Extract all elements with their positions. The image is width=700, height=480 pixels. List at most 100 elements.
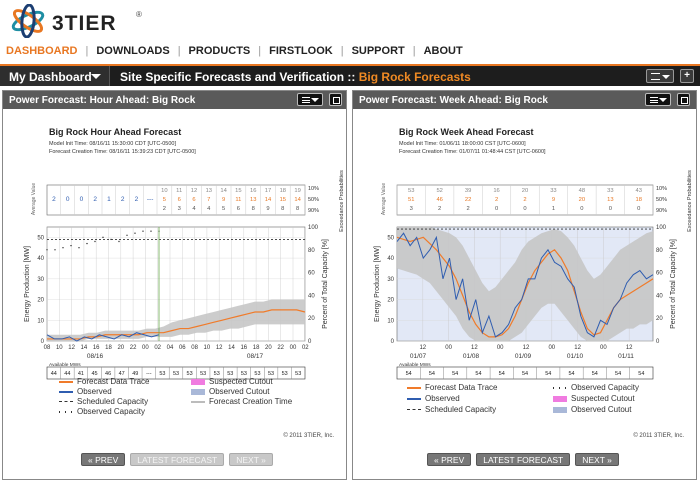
available-mw-cell: 54 [452,371,458,377]
legend-suspected: Suspected Cutout [553,394,635,403]
legend-forecast: Forecast Data Trace [407,383,497,392]
y2-axis-label: Percent of Total Capacity [%] [670,239,677,329]
forecast-table-cell: 16 [493,188,499,194]
prev-button[interactable]: « PREV [81,453,126,466]
brand-logo[interactable]: 3TIER ® [8,4,148,38]
available-mw-cell: 44 [51,371,57,377]
legend-forecast-label: Forecast Data Trace [77,377,150,386]
x-tick-label: 20 [265,345,272,351]
main-nav: DASHBOARD | DOWNLOADS | PRODUCTS | FIRSTLOOK | S… [6,44,463,58]
legend-creation-time: Forecast Creation Time [191,397,292,406]
legend-obs-capacity-label: Observed Capacity [571,383,640,392]
forecast-table-cell: 14 [220,188,227,194]
obs-cutout-swatch [553,406,567,413]
legend-scheduled-label: Scheduled Capacity [77,397,149,406]
logo-mark-icon [11,4,45,38]
forecast-table-cell: 16 [250,188,256,194]
panel-menu-button[interactable] [645,93,671,106]
toolbar-menu-button[interactable] [646,69,674,83]
forecast-swatch [59,380,73,383]
legend-observed-label: Observed [425,394,460,403]
average-value-cell: 2 [121,196,125,203]
y2-tick-label: 60 [656,271,663,277]
available-mw-frame [396,366,654,380]
forecast-table-cell: 8 [296,206,299,212]
chevron-down-icon [91,74,101,79]
fullscreen-button[interactable] [677,93,690,106]
forecast-creation-time: Forecast Creation Time: 01/07/11 01:48:4… [399,149,546,155]
legend-suspected-label: Suspected Cutout [209,377,273,386]
panel-menu-button[interactable] [297,93,323,106]
x-date-label: 01/08 [463,353,480,360]
legend-obs-cutout: Observed Cutout [191,387,269,396]
forecast-table-cell: 53 [408,188,414,194]
average-value-cell: --- [147,196,154,203]
available-mw-cell: 53 [187,371,193,377]
panel-week-ahead: Power Forecast: Week Ahead: Big Rock Big… [352,90,697,480]
forecast-table-cell: 48 [579,188,585,194]
y-tick-label: 20 [387,298,394,304]
x-tick-label: 22 [130,345,137,351]
observed-capacity-point [70,244,72,247]
legend-observed: Observed [407,394,460,403]
prev-button[interactable]: « PREV [427,453,472,466]
forecast-table-cell: 13 [250,197,256,203]
y2-tick-label: 40 [656,293,663,299]
model-init-time: Model Init Time: 01/06/11 18:00:00 CST [… [399,141,526,147]
forecast-table-cell: 6 [178,197,181,203]
forecast-table-cell: 7 [207,197,210,203]
average-value-cell: 2 [93,196,97,203]
creation-time-swatch [191,400,205,403]
y-tick-label: 10 [37,318,44,324]
nav-item-about[interactable]: ABOUT [423,45,463,57]
forecast-table-cell: 8 [252,206,255,212]
nav-item-firstlook[interactable]: FIRSTLOOK [269,45,333,57]
exceedance-tick-label: 50% [308,197,319,203]
average-value-cell: 2 [52,196,56,203]
forecast-table-cell: 2 [495,197,498,203]
nav-item-products[interactable]: PRODUCTS [188,45,251,57]
x-tick-label: 14 [81,345,88,351]
scheduled-swatch [407,409,421,411]
forecast-table-cell: 52 [436,188,442,194]
latest-forecast-button[interactable]: LATEST FORECAST [476,453,571,466]
available-mw-cell: 54 [522,371,528,377]
nav-item-dashboard[interactable]: DASHBOARD [6,45,78,57]
panel-header: Power Forecast: Week Ahead: Big Rock [353,91,696,109]
available-mw-label: Available MWs [399,362,431,368]
x-tick-label: 12 [574,345,581,351]
x-tick-label: 18 [253,345,260,351]
forecast-table-cell: 4 [207,206,211,212]
fullscreen-button[interactable] [329,93,342,106]
latest-forecast-button[interactable]: LATEST FORECAST [130,453,225,466]
y2-tick-label: 40 [308,293,315,299]
obs-cutout-swatch [191,388,205,395]
forecast-table-cell: 11 [235,197,241,203]
next-button[interactable]: NEXT » [229,453,273,466]
average-value-label: Average Value [381,183,387,216]
available-mw-cell: 54 [568,371,574,377]
add-widget-button[interactable]: + [680,69,694,83]
next-button[interactable]: NEXT » [575,453,619,466]
suspected-swatch [553,395,567,402]
x-tick-label: 00 [497,345,504,351]
suspected-swatch [191,378,205,385]
copyright: © 2011 3TIER, Inc. [283,433,334,439]
observed-capacity-point [134,232,136,234]
nav-item-downloads[interactable]: DOWNLOADS [96,45,170,57]
nav-separator: | [85,45,89,57]
available-mw-cell: 54 [499,371,505,377]
panel-title: Power Forecast: Week Ahead: Big Rock [359,95,548,106]
forecast-table-cell: 20 [522,188,528,194]
breadcrumb-site[interactable]: Big Rock Forecasts [358,70,471,84]
forecast-table-cell: 2 [466,206,469,212]
forecast-table-cell: 51 [408,197,414,203]
available-mw-cell: 46 [105,371,111,377]
nav-item-support[interactable]: SUPPORT [351,45,405,57]
available-mw-cell: 53 [241,371,247,377]
legend-scheduled-label: Scheduled Capacity [425,405,497,414]
legend-observed: Observed [59,387,112,396]
observed-capacity-point [62,247,64,249]
my-dashboard-dropdown[interactable]: My Dashboard [0,66,110,86]
x-tick-label: 10 [204,345,211,351]
